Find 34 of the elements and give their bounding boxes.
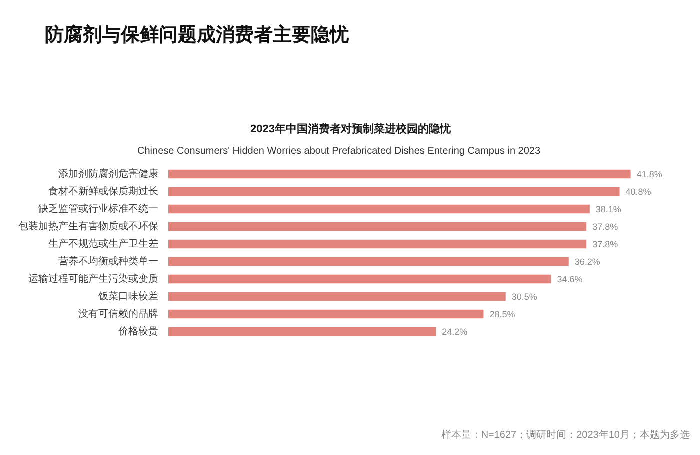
text: Chinese Consumers' Hidden Worries about Prefabricated Dishes Entering Campus in 2023 (138, 146, 541, 157)
data-label: 40.8% (626, 186, 652, 197)
y-tick-label: 营养不均衡或种类单一 (58, 255, 158, 268)
bar (168, 204, 590, 214)
chart-subtitle: 2023年中国消费者对预制菜进校园的隐忧 (250, 122, 452, 136)
bar (168, 240, 587, 249)
bar (168, 292, 506, 302)
data-label: 38.1% (596, 204, 622, 214)
y-tick-label: 价格较贵 (118, 325, 158, 338)
data-label: 36.2% (574, 256, 600, 267)
bar (168, 310, 484, 319)
y-tick-label: 运输过程可能产生污染或变质 (28, 272, 158, 285)
y-tick-label: 食材不新鲜或保质期过长 (48, 185, 158, 198)
data-label: 30.5% (512, 292, 538, 302)
data-label: 34.6% (557, 274, 583, 284)
text: 样本量：N=1627；调研时间：2023年10月；本题为多选 (441, 430, 690, 442)
data-label: 37.8% (592, 239, 618, 250)
y-tick-label: 饭菜口味较差 (98, 290, 158, 302)
y-tick-label: 缺乏监管或行业标准不统一 (38, 202, 158, 215)
data-label: 24.2% (442, 326, 468, 337)
data-label: 37.8% (592, 222, 618, 232)
y-tick-label: 包装加热产生有害物质或不环保 (18, 220, 158, 232)
data-label: 41.8% (636, 169, 662, 180)
bar (168, 187, 620, 196)
y-tick-label: 没有可信赖的品牌 (78, 308, 158, 320)
bar (168, 170, 631, 179)
chart-title: 防腐剂与保鲜问题成消费者主要隐忧 (45, 24, 349, 48)
bar (168, 327, 436, 336)
data-label: 28.5% (490, 309, 516, 320)
bar (168, 222, 587, 232)
bar (168, 257, 569, 266)
bar (168, 274, 552, 284)
y-tick-label: 生产不规范或生产卫生差 (48, 238, 158, 250)
y-tick-label: 添加剂防腐剂危害健康 (58, 168, 158, 180)
